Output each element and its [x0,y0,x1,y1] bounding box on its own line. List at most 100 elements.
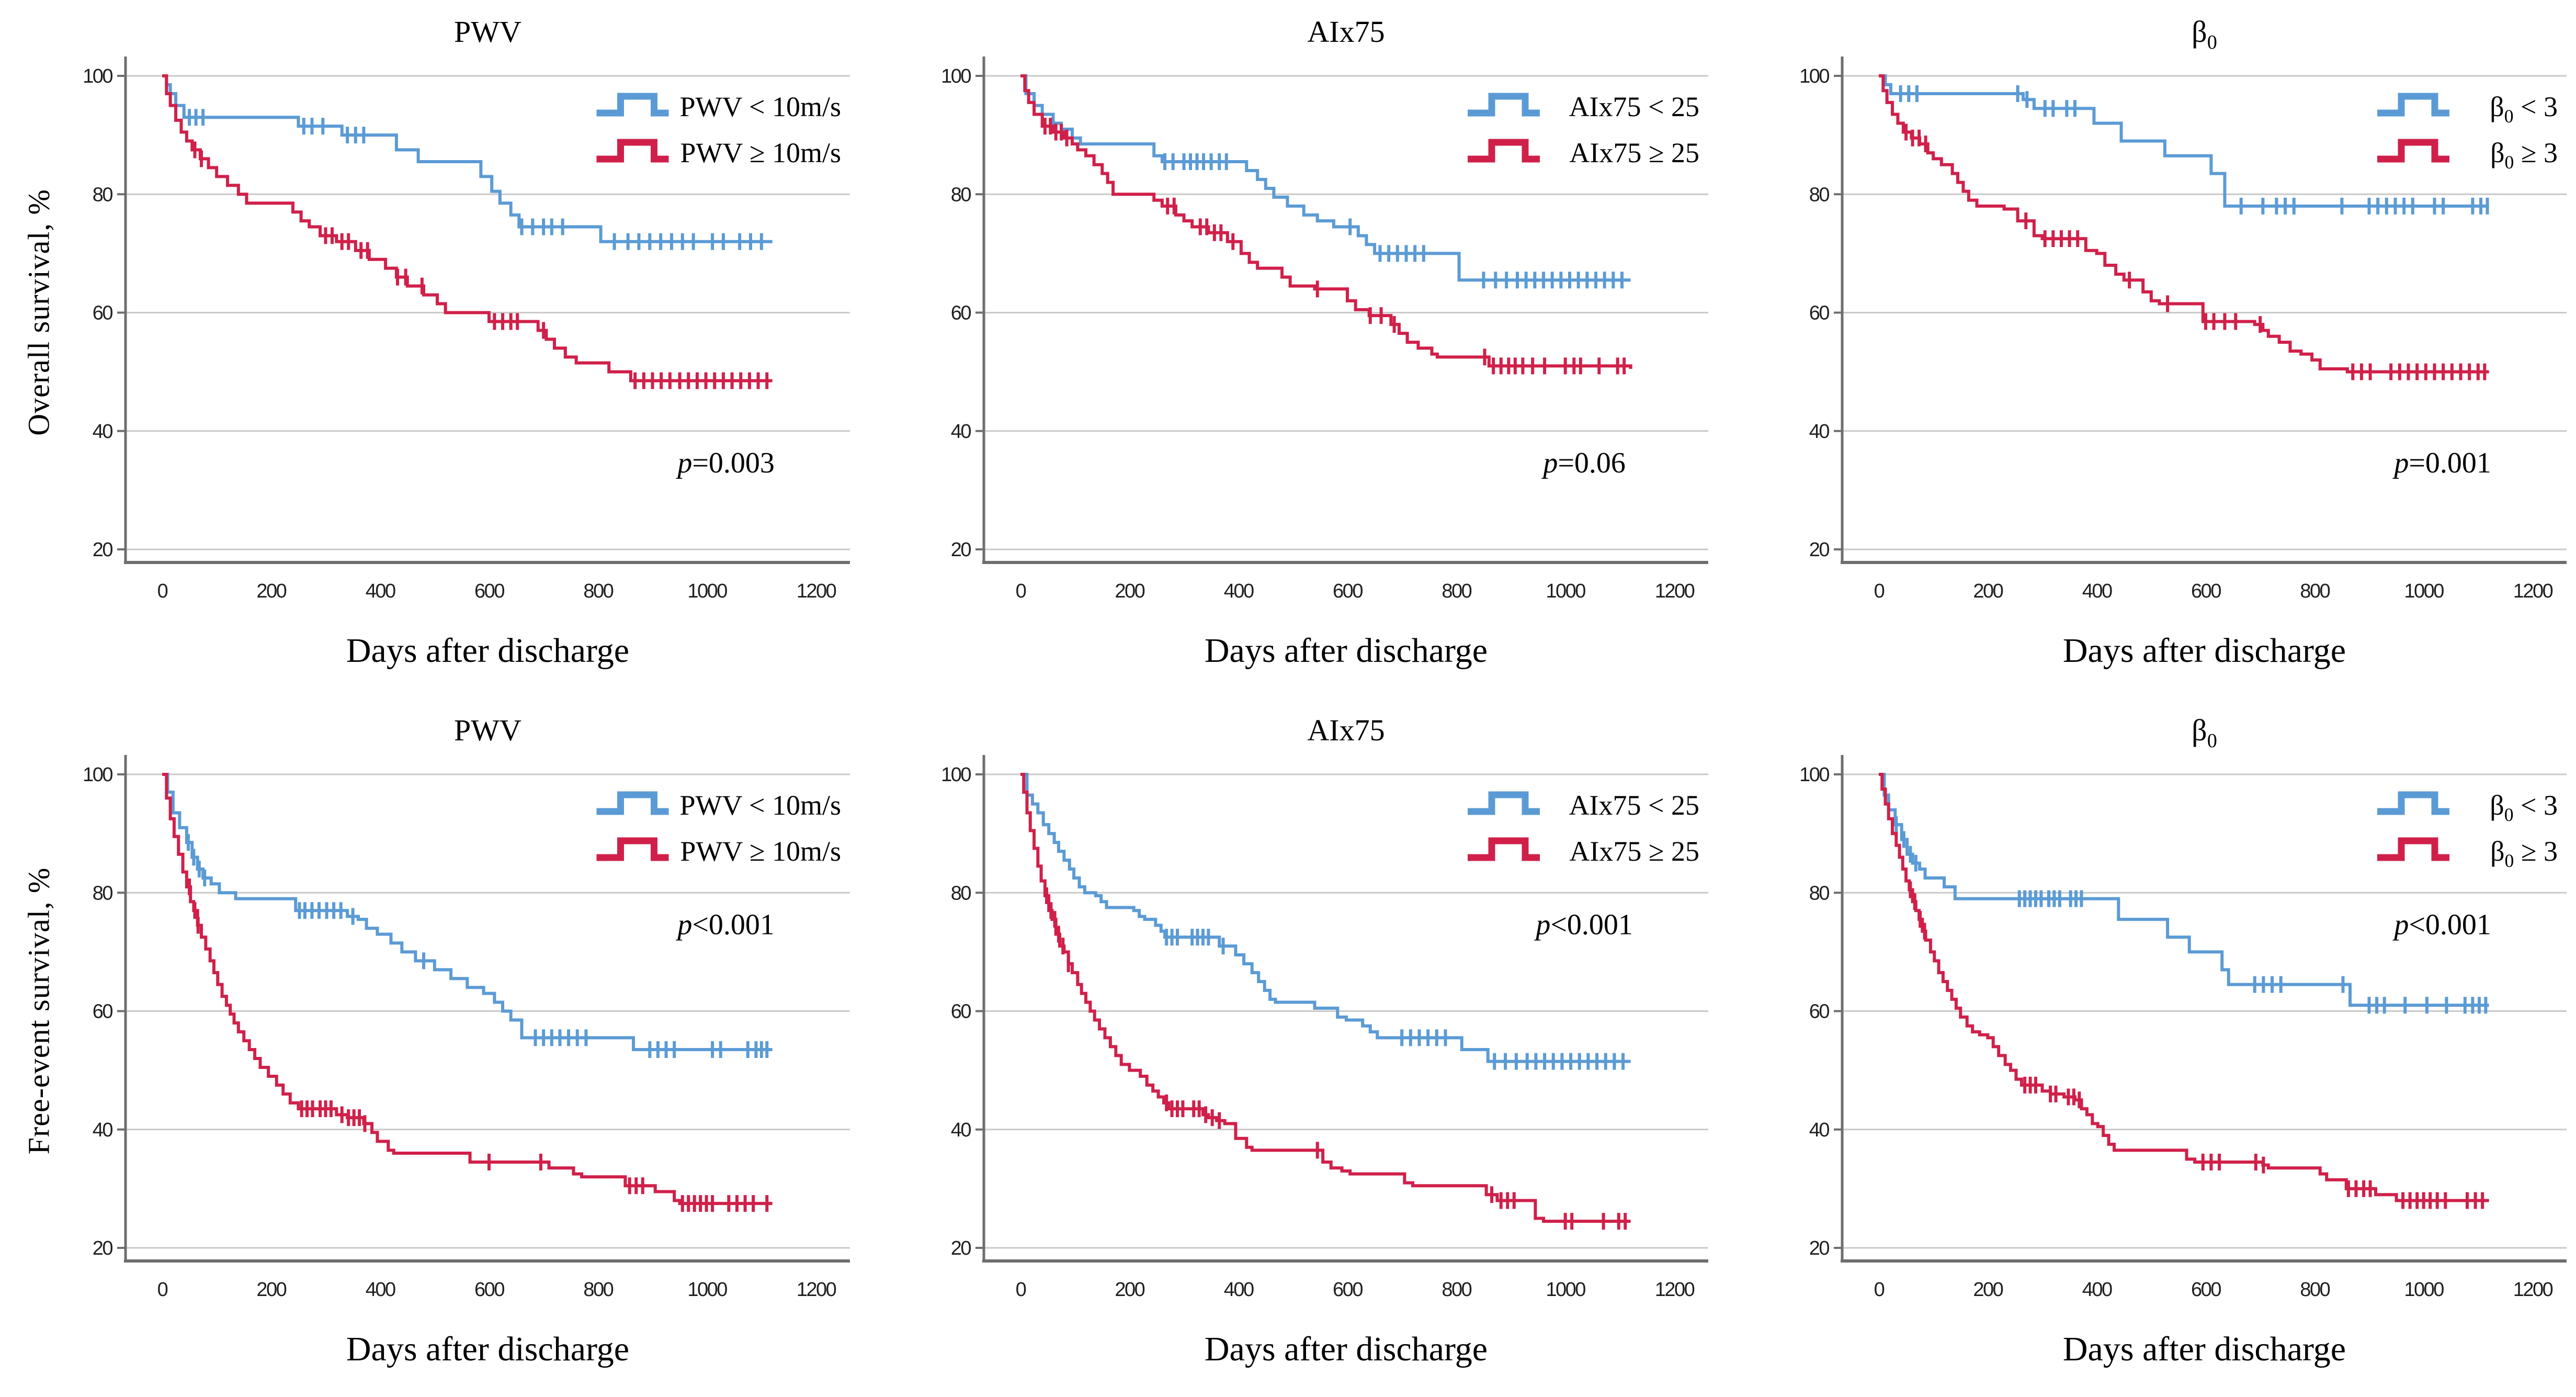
censor-marks-blue [1894,816,2488,1014]
x-tick-label-1000: 1000 [1546,1279,1585,1301]
y-tick-label-60: 60 [93,302,113,324]
x-axis-title: Days after discharge [2063,1330,2346,1368]
y-tick-label-80: 80 [93,882,113,904]
x-tick-labels: 0 200 400 600 800 1000 1200 [1016,1279,1696,1301]
km-panel-freeevent-beta0: 20 40 60 80 100 0 200 400 600 800 1000 1200 β0 Days a… [1717,698,2575,1397]
gridlines [1842,773,2567,1249]
y-tick-label-100: 100 [1799,65,1829,87]
y-tick-label-60: 60 [951,1001,971,1023]
y-tick-label-20: 20 [93,539,113,561]
x-tick-label-1000: 1000 [687,1279,727,1301]
legend-label-red: AIx75 ≥ 25 [1569,836,1699,867]
y-tick-label-20: 20 [1809,539,1830,561]
x-axis-title: Days after discharge [2063,632,2346,670]
panel-title: PWV [454,713,521,747]
legend-label-blue: AIx75 < 25 [1569,91,1699,122]
legend-label-blue: β0 < 3 [2490,790,2558,825]
x-axis-title: Days after discharge [346,632,629,670]
legend-step-glyph-blue [596,791,669,815]
x-tick-labels: 0 200 400 600 800 1000 1200 [1016,580,1696,602]
x-tick-label-1200: 1200 [1655,1279,1695,1301]
x-tick-label-400: 400 [1224,580,1254,602]
legend-step-glyph-red [596,837,669,861]
x-tick-label-600: 600 [474,1279,504,1301]
y-tick-labels: 20 40 60 80 100 [941,764,972,1259]
legend-step-glyph-blue [596,93,669,117]
panel-title: β0 [2192,15,2217,53]
x-tick-label-800: 800 [2300,1279,2330,1301]
y-tick-label-80: 80 [1809,882,1830,904]
x-tick-label-1200: 1200 [2513,1279,2553,1301]
y-tick-marks [975,773,984,1249]
censor-marks-red [193,141,769,389]
y-tick-label-100: 100 [941,764,971,786]
y-tick-labels: 20 40 60 80 100 [941,65,972,561]
x-tick-label-600: 600 [2191,1279,2221,1301]
censor-marks-red [188,878,769,1212]
y-tick-label-20: 20 [951,539,971,561]
p-value-label: p=0.06 [1541,447,1626,479]
x-tick-label-600: 600 [474,580,504,602]
p-value-label: p<0.001 [1534,908,1633,941]
x-tick-label-200: 200 [256,580,286,602]
y-tick-marks [117,773,126,1249]
legend-step-glyph-red [1468,837,1540,861]
censor-marks-red [1045,887,1627,1230]
censor-marks-red [1043,118,1626,375]
censor-marks-red [1909,881,2484,1209]
y-tick-label-80: 80 [951,882,971,904]
legend-label-red: PWV ≥ 10m/s [680,137,841,168]
x-tick-label-400: 400 [2082,1279,2112,1301]
x-tick-label-0: 0 [1016,580,1026,602]
y-tick-label-60: 60 [951,302,971,324]
p-value-label: p=0.001 [2392,447,2491,479]
legend: PWV < 10m/s PWV ≥ 10m/s [596,91,841,168]
x-tick-label-800: 800 [583,1279,613,1301]
x-tick-labels: 0 200 400 600 800 1000 1200 [1874,1279,2554,1301]
censor-marks-red [1904,123,2487,380]
gridlines [984,773,1708,1249]
p-value-label: p<0.001 [675,908,775,941]
legend-label-red: PWV ≥ 10m/s [680,836,841,867]
censor-marks-blue [188,109,763,250]
survival-curve-red [162,773,773,1206]
gridlines [984,75,1708,550]
x-tick-label-1000: 1000 [2404,580,2444,602]
legend-label-blue: PWV < 10m/s [680,790,842,821]
legend: AIx75 < 25 AIx75 ≥ 25 [1468,790,1699,867]
y-tick-label-40: 40 [951,1119,971,1141]
y-tick-label-40: 40 [951,421,971,443]
survival-curve-red [1879,74,2489,374]
x-tick-label-800: 800 [583,580,613,602]
x-tick-label-200: 200 [1115,580,1144,602]
y-tick-labels: 20 40 60 80 100 [83,65,114,561]
km-panel-overall-aix75: 20 40 60 80 100 0 200 400 600 800 1000 1200 AIx75 Day… [858,0,1717,698]
legend-step-glyph-blue [2377,791,2449,815]
panel-title: AIx75 [1307,15,1385,49]
x-tick-labels: 0 200 400 600 800 1000 1200 [1874,580,2554,602]
x-tick-label-800: 800 [1442,1279,1471,1301]
x-tick-label-1200: 1200 [797,580,836,602]
x-tick-label-1000: 1000 [687,580,727,602]
survival-curve-red [1020,773,1631,1223]
y-tick-marks [975,75,984,550]
x-tick-label-1200: 1200 [1655,580,1695,602]
km-panel-freeevent-aix75: 20 40 60 80 100 0 200 400 600 800 1000 1200 AIx75 Day… [858,698,1717,1397]
x-tick-label-1200: 1200 [2513,580,2553,602]
y-tick-label-100: 100 [83,65,112,87]
survival-curve-blue [1020,74,1631,282]
y-tick-label-20: 20 [93,1237,113,1259]
y-tick-label-80: 80 [93,184,113,206]
legend-step-glyph-red [2377,139,2449,163]
p-value-label: p<0.001 [2392,908,2491,941]
x-tick-label-0: 0 [1016,1279,1026,1301]
x-tick-label-600: 600 [1333,1279,1363,1301]
legend: AIx75 < 25 AIx75 ≥ 25 [1468,91,1699,168]
x-tick-label-1200: 1200 [797,1279,836,1301]
x-tick-label-1000: 1000 [1546,580,1585,602]
km-panel-overall-beta0: 20 40 60 80 100 0 200 400 600 800 1000 1200 β0 Days a… [1717,0,2575,698]
x-tick-label-200: 200 [1973,1279,2003,1301]
